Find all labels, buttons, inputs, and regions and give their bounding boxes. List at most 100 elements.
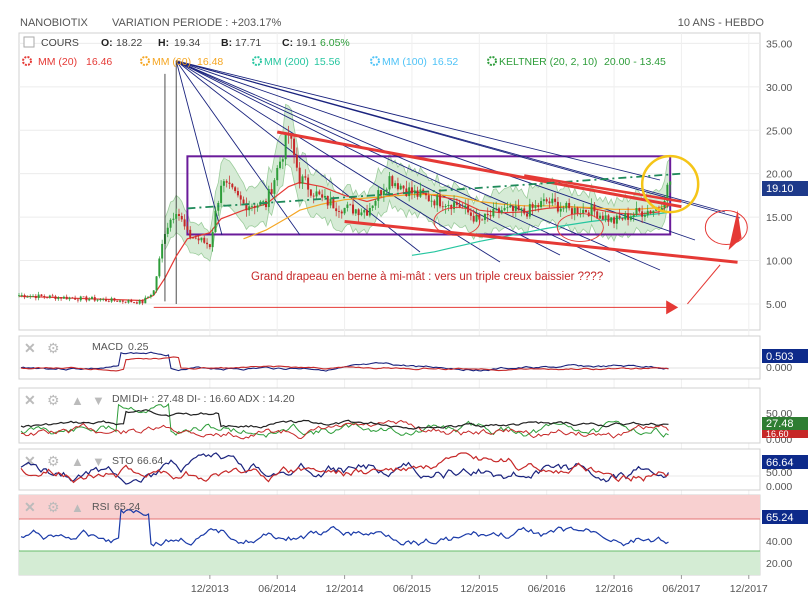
candle-body (377, 190, 380, 201)
candle-body (228, 182, 231, 184)
gear-icon[interactable] (487, 56, 497, 66)
fan-line (175, 60, 421, 253)
mm100-label[interactable]: MM (100) (382, 56, 427, 68)
candle-body (469, 212, 472, 216)
candle-body (279, 161, 282, 168)
mm60-value: 16.48 (197, 56, 223, 68)
candle-body (166, 227, 169, 234)
arrow-up-icon[interactable]: ▲ (71, 393, 84, 408)
gear-icon[interactable]: ⚙ (47, 499, 60, 515)
rsi-oversold-zone (19, 551, 760, 575)
flag-upper-line (276, 130, 682, 209)
arrow-up-icon[interactable]: ▲ (71, 454, 84, 469)
candle-body (138, 300, 141, 304)
symbol-title: NANOBIOTIX (20, 17, 89, 29)
y-axis-main: 5.00 10.00 15.00 20.00 25.00 30.00 35.00 (766, 38, 792, 311)
cours-checkbox[interactable] (23, 36, 35, 48)
candle-body (604, 215, 607, 220)
last-price-text: 19.10 (766, 183, 794, 195)
candle-body (416, 190, 419, 197)
y-tick-label: 10.00 (766, 256, 792, 268)
gear-icon[interactable]: ⚙ (47, 392, 60, 408)
mm60-label[interactable]: MM (60) (152, 56, 191, 68)
candle-body (599, 215, 602, 219)
gear-icon[interactable]: ⚙ (47, 453, 60, 469)
candle-body (312, 195, 315, 197)
ohlc-o-val: 18.22 (116, 37, 142, 49)
candle-body (610, 217, 613, 222)
annotation-text: Grand drapeau en berne à mi-mât : vers u… (251, 271, 603, 283)
mm100-value: 16.52 (432, 56, 458, 68)
flag-lower-line (344, 219, 738, 264)
sto-value: 66.64 (137, 455, 163, 467)
candle-body (329, 198, 332, 206)
candle-body (147, 296, 150, 298)
arrow-down-icon[interactable]: ▼ (92, 393, 105, 408)
candle-body (32, 295, 35, 297)
candle-body (34, 295, 37, 299)
candle-body (534, 205, 537, 208)
candle-body (528, 204, 531, 217)
candle-body (231, 183, 234, 188)
candle-body (180, 215, 183, 220)
candle-body (615, 215, 618, 224)
candle-body (265, 201, 267, 208)
candle-body (194, 237, 197, 239)
mm20-value: 16.46 (86, 56, 112, 68)
candle-body (326, 195, 329, 206)
candle-body (256, 205, 259, 208)
mm200-label[interactable]: MM (200) (264, 56, 309, 68)
candle-body (155, 276, 158, 291)
gear-icon[interactable] (252, 56, 262, 66)
fan-line (176, 60, 726, 213)
candle-body (141, 300, 144, 304)
candle-body (455, 202, 458, 205)
close-icon[interactable]: ✕ (24, 499, 36, 515)
mm200-value: 15.56 (314, 56, 340, 68)
candle-body (540, 201, 543, 208)
candle-body (638, 207, 641, 212)
candle-body (169, 219, 172, 228)
candle-body (669, 181, 672, 185)
candle-body (562, 208, 565, 210)
candle-body (298, 167, 301, 184)
candle-body (273, 180, 276, 194)
candle-body (486, 213, 489, 216)
keltner-label[interactable]: KELTNER (20, 2, 10) (499, 56, 597, 68)
candle-body (48, 295, 51, 298)
candle-body (323, 195, 326, 198)
candle-body (526, 213, 529, 217)
candle-body (649, 210, 652, 214)
arrow-up-icon[interactable]: ▲ (71, 500, 84, 515)
candle-body (321, 194, 324, 198)
candle-body (332, 198, 335, 209)
candle-body (556, 201, 559, 212)
macd-label: MACD (92, 341, 123, 353)
candle-body (71, 297, 74, 299)
x-tick-label: 06/2015 (393, 583, 431, 595)
y-tick-label: 30.00 (766, 82, 792, 94)
close-icon[interactable]: ✕ (24, 453, 36, 469)
candle-body (90, 297, 93, 300)
gear-icon[interactable] (370, 56, 380, 66)
candle-body (248, 206, 251, 211)
ohlc-c-key: C: (282, 37, 293, 49)
candle-body (124, 301, 127, 303)
mm20-label[interactable]: MM (20) (38, 56, 77, 68)
gear-icon[interactable] (22, 56, 32, 66)
rsi-badge: 65.24 (766, 512, 794, 524)
y-tick-label: 35.00 (766, 38, 792, 50)
candle-body (315, 191, 318, 197)
close-icon[interactable]: ✕ (24, 392, 36, 408)
close-icon[interactable]: ✕ (24, 340, 36, 356)
arrow-down-icon[interactable]: ▼ (92, 454, 105, 469)
gear-icon[interactable]: ⚙ (47, 340, 60, 356)
candle-body (590, 204, 593, 217)
candle-body (450, 205, 453, 210)
gear-icon[interactable] (140, 56, 150, 66)
candle-body (18, 295, 20, 297)
dmi-badge-bg-plus (762, 417, 808, 430)
candle-body (239, 195, 242, 200)
candle-body (666, 184, 669, 201)
candle-body (133, 302, 136, 303)
